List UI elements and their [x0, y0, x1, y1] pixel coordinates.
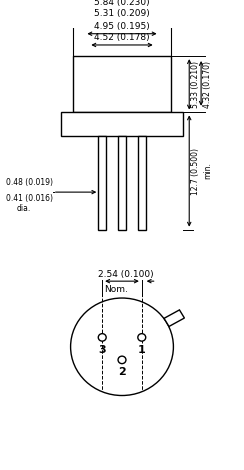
Text: min.: min.: [203, 163, 212, 180]
Text: Nom.: Nom.: [104, 285, 128, 294]
Bar: [72, 56, 172, 112]
Bar: [138, 136, 146, 230]
Text: 5.33 (0.210): 5.33 (0.210): [191, 61, 200, 108]
Text: 0.41 (0.016): 0.41 (0.016): [6, 194, 53, 203]
Bar: [118, 136, 126, 230]
Text: 12.7 (0.500): 12.7 (0.500): [191, 148, 200, 195]
Circle shape: [98, 334, 106, 341]
Text: 4.95 (0.195): 4.95 (0.195): [94, 22, 150, 31]
Text: 5.31 (0.209): 5.31 (0.209): [94, 9, 150, 18]
Text: 3: 3: [98, 345, 106, 355]
Text: 2: 2: [118, 368, 126, 377]
Bar: [61, 112, 183, 136]
Circle shape: [118, 356, 126, 364]
Text: 5.84 (0.230): 5.84 (0.230): [94, 0, 150, 7]
Polygon shape: [164, 310, 184, 327]
Text: 4.32 (0.170): 4.32 (0.170): [203, 61, 212, 108]
Text: dia.: dia.: [16, 204, 30, 213]
Circle shape: [138, 334, 146, 341]
Text: 1: 1: [138, 345, 146, 355]
Text: 4.52 (0.178): 4.52 (0.178): [94, 33, 150, 42]
Bar: [98, 136, 106, 230]
Circle shape: [71, 298, 173, 395]
Text: 2.54 (0.100): 2.54 (0.100): [98, 270, 154, 279]
Text: 0.48 (0.019): 0.48 (0.019): [6, 179, 53, 188]
